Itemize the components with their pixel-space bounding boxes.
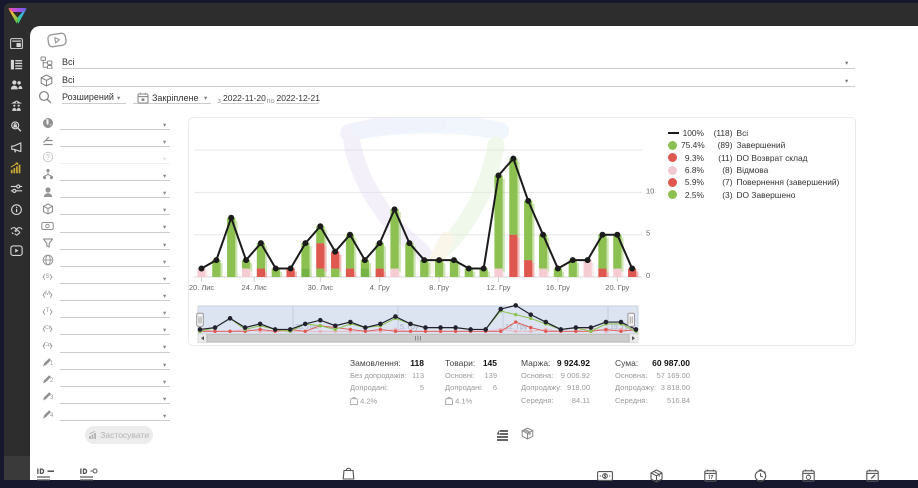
svg-text:24. Лис: 24. Лис: [242, 283, 268, 292]
svg-text:10: 10: [646, 186, 654, 195]
svg-text:30. Лис: 30. Лис: [308, 283, 334, 292]
svg-text:4. Гру: 4. Гру: [370, 283, 390, 292]
svg-text:12. Гру: 12. Гру: [487, 283, 511, 292]
svg-text:28. Лис: 28. Лис: [295, 324, 319, 331]
svg-text:20. Гру: 20. Гру: [605, 283, 629, 292]
svg-text:5: 5: [646, 229, 650, 238]
svg-text:12. Гру: 12. Гру: [505, 324, 528, 331]
svg-text:19. Гру: 19. Гру: [610, 324, 633, 331]
svg-text:16. Гру: 16. Гру: [546, 283, 570, 292]
svg-text:0: 0: [646, 271, 650, 280]
svg-text:8. Гру: 8. Гру: [429, 283, 449, 292]
svg-text:5. Гру: 5. Гру: [400, 324, 419, 331]
svg-text:20. Лис: 20. Лис: [189, 283, 214, 292]
